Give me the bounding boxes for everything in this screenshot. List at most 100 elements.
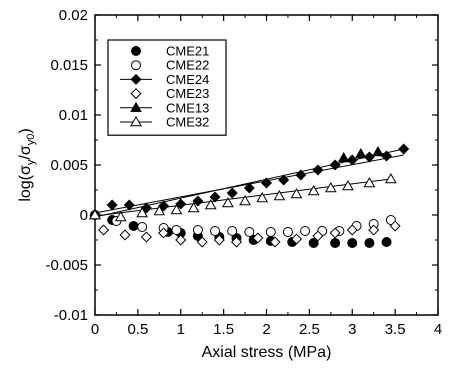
data-point-cme24 — [398, 143, 410, 155]
data-point-cme24 — [381, 150, 393, 162]
legend-label-cme23: CME23 — [166, 86, 209, 101]
data-point-cme21 — [347, 238, 358, 248]
data-point-cme22 — [385, 215, 396, 225]
data-point-cme32 — [187, 201, 200, 213]
data-point-cme23 — [269, 236, 281, 248]
legend-label-cme24: CME24 — [166, 72, 209, 87]
data-point-cme22 — [227, 226, 238, 236]
data-point-cme24 — [243, 182, 255, 194]
legend-marker-cme22 — [131, 60, 141, 71]
data-point-cme23 — [98, 224, 110, 236]
legend-label-cme32: CME32 — [166, 115, 209, 130]
y-axis-label-prefix: log(σ — [17, 165, 34, 202]
data-point-cme23 — [346, 224, 358, 236]
legend-marker-cme32 — [130, 115, 142, 127]
x-tick-label: 3 — [348, 321, 356, 338]
data-point-cme22 — [137, 222, 148, 232]
data-point-cme24 — [260, 177, 273, 189]
y-tick-label: -0.01 — [54, 307, 88, 324]
data-point-cme21 — [330, 238, 341, 248]
x-tick-label: 2 — [262, 321, 270, 338]
data-point-cme22 — [282, 227, 293, 237]
data-point-cme32 — [290, 187, 303, 199]
data-point-cme23 — [368, 224, 380, 236]
data-point-cme23 — [329, 227, 341, 239]
data-point-cme22 — [300, 226, 311, 236]
data-point-cme21 — [381, 237, 392, 247]
y-axis-label-sub2: y0 — [25, 134, 37, 146]
legend-label-cme22: CME22 — [166, 58, 209, 73]
data-point-cme24 — [295, 169, 307, 181]
y-axis-label-suffix: ) — [17, 128, 34, 133]
data-point-cme23 — [230, 236, 242, 248]
data-point-cme24 — [209, 191, 221, 203]
data-point-cme32 — [307, 184, 320, 196]
ticks-group: 0 0.5 1 1.5 2 2.5 3 3.5 4 -0.01 -0.005 0 0.005 0.01 0.… — [45, 7, 442, 338]
x-tick-label: 0.5 — [127, 321, 148, 338]
legend-marker-cme21 — [131, 46, 141, 56]
data-point-cme22 — [192, 225, 203, 235]
x-tick-label: 2.5 — [299, 321, 320, 338]
data-point-cme22 — [171, 225, 182, 235]
data-point-cme23 — [312, 230, 324, 242]
data-point-cme24 — [106, 199, 118, 211]
data-point-cme32 — [170, 203, 183, 215]
data-point-cme32 — [384, 172, 397, 184]
data-point-cme24 — [175, 198, 187, 210]
data-point-cme23 — [213, 234, 225, 246]
y-axis-label-sub1: y — [25, 159, 37, 165]
data-point-cme24 — [123, 199, 135, 211]
data-point-cme22 — [210, 226, 221, 236]
data-point-cme32 — [239, 194, 251, 206]
y-axis-label: log(σy/σy0) — [17, 128, 37, 201]
data-point-cme23 — [291, 233, 303, 245]
legend-marker-cme24 — [130, 73, 142, 85]
x-tick-label: 1.5 — [213, 321, 234, 338]
data-point-cme23 — [158, 227, 170, 239]
data-point-cme22 — [244, 227, 255, 237]
data-point-cme24 — [312, 164, 324, 176]
data-point-cme24 — [346, 154, 358, 166]
data-point-cme21 — [364, 238, 375, 248]
x-tick-label: 0 — [91, 321, 99, 338]
x-tick-label: 1 — [177, 321, 185, 338]
data-point-cme32 — [324, 181, 337, 193]
data-point-cme32 — [204, 198, 217, 210]
legend-marker-cme13 — [130, 101, 142, 113]
x-tick-label: 4 — [434, 321, 442, 338]
y-axis-label-mid: /σ — [17, 145, 34, 159]
x-axis-label: Axial stress (MPa) — [202, 344, 332, 361]
data-point-cme32 — [89, 208, 101, 220]
data-point-cme32 — [153, 204, 166, 216]
data-point-cme23 — [252, 232, 264, 244]
data-point-cme32 — [363, 176, 376, 188]
legend-label-cme13: CME13 — [166, 100, 209, 115]
data-point-cme24 — [329, 159, 341, 171]
y-tick-label: 0 — [80, 207, 88, 224]
data-point-cme32 — [342, 179, 354, 191]
data-point-cme23 — [140, 231, 152, 243]
data-point-cme24 — [278, 174, 290, 186]
y-tick-label: 0.005 — [50, 157, 88, 174]
legend-box — [107, 39, 227, 136]
data-point-cme24 — [226, 187, 238, 199]
legend-label-cme21: CME21 — [166, 44, 209, 59]
data-point-cme22 — [265, 227, 276, 237]
data-point-cme32 — [256, 191, 269, 203]
y-tick-label: 0.01 — [59, 107, 88, 124]
data-point-cme32 — [273, 189, 286, 201]
data-point-cme32 — [222, 196, 234, 208]
data-point-cme32 — [114, 210, 127, 222]
data-point-cme13 — [337, 151, 350, 163]
x-tick-label: 3.5 — [385, 321, 406, 338]
markers-group — [89, 143, 410, 248]
data-point-cme13 — [354, 147, 367, 159]
y-tick-label: 0.02 — [59, 7, 88, 24]
data-point-cme23 — [196, 236, 208, 248]
data-point-cme21 — [308, 238, 319, 248]
data-point-cme21 — [128, 221, 139, 231]
data-point-cme24 — [192, 195, 204, 207]
y-tick-label: 0.015 — [50, 57, 88, 74]
